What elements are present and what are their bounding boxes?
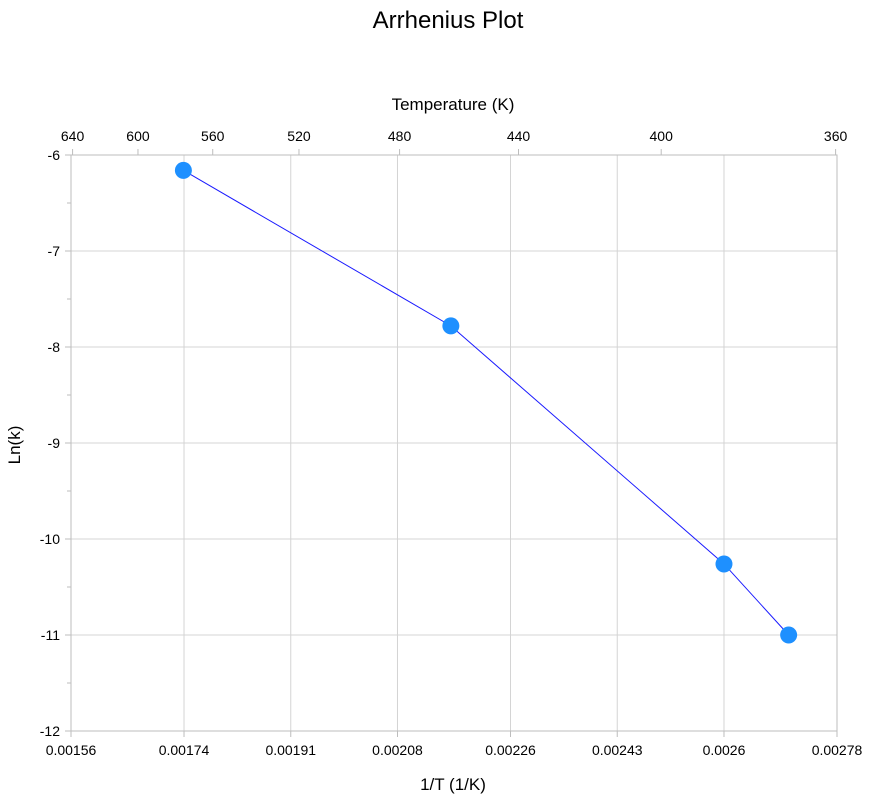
top-axis-label: Temperature (K) (392, 95, 515, 114)
x-tick-label: 0.00191 (265, 742, 316, 758)
top-tick-label: 480 (388, 128, 412, 144)
x-axis-label: 1/T (1/K) (420, 775, 486, 794)
y-tick-label: -10 (40, 531, 60, 547)
top-tick-label: 560 (201, 128, 225, 144)
top-tick-label: 440 (507, 128, 531, 144)
y-tick-label: -9 (48, 435, 61, 451)
chart-title: Arrhenius Plot (373, 7, 524, 34)
top-tick-label: 520 (287, 128, 311, 144)
x-tick-label: 0.0026 (703, 742, 746, 758)
x-tick-label: 0.00174 (159, 742, 210, 758)
x-tick-label: 0.00156 (46, 742, 97, 758)
y-tick-label: -7 (48, 243, 61, 259)
x-tick-label: 0.00208 (372, 742, 423, 758)
data-point (442, 317, 460, 335)
top-tick-label: 640 (61, 128, 85, 144)
data-point (780, 626, 798, 644)
x-tick-label: 0.00243 (592, 742, 643, 758)
y-tick-label: -6 (48, 147, 61, 163)
data-point (174, 161, 192, 179)
top-tick-label: 400 (650, 128, 674, 144)
x-tick-label: 0.00278 (812, 742, 863, 758)
top-tick-label: 360 (824, 128, 848, 144)
x-tick-label: 0.00226 (485, 742, 536, 758)
plot-area: -12 -11 -10 -9 -8 -7 -6 0.00156 0.00174 0.00191 0.… (40, 128, 863, 758)
data-point (715, 555, 733, 573)
y-tick-label: -12 (40, 723, 60, 739)
y-axis-label: Ln(k) (5, 426, 24, 465)
y-tick-label: -8 (48, 339, 61, 355)
y-tick-label: -11 (41, 627, 60, 643)
series-line (183, 169, 790, 636)
top-tick-label: 600 (126, 128, 150, 144)
